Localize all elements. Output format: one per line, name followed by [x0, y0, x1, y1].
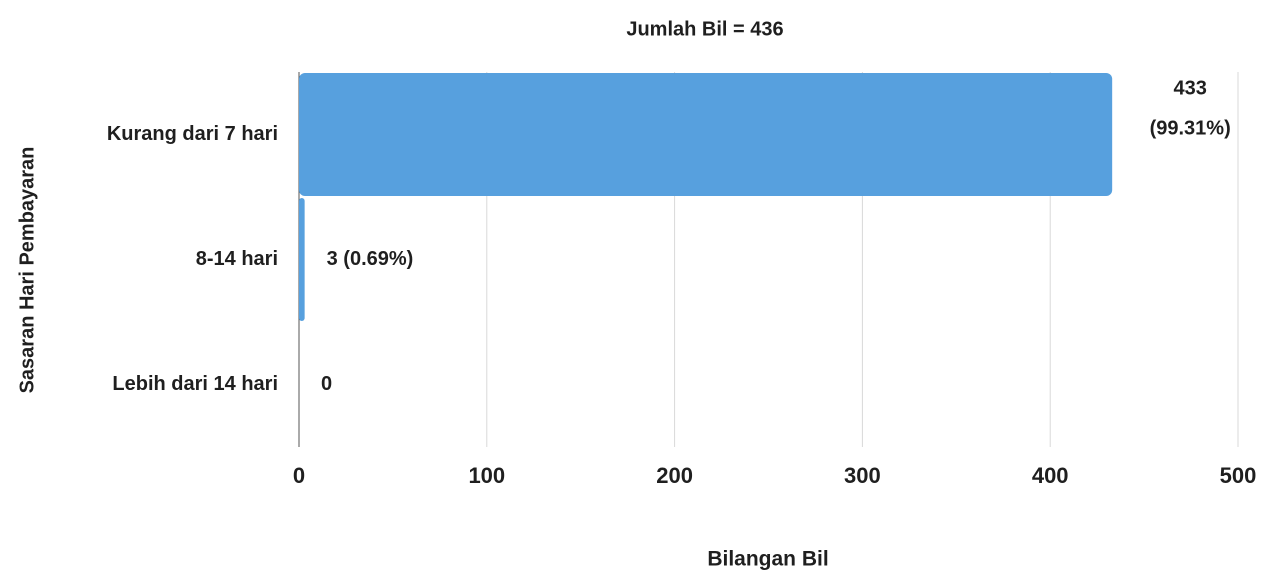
x-axis-title: Bilangan Bil [707, 548, 828, 571]
data-label: 433 (99.31%) [1150, 78, 1231, 140]
x-tick-label: 400 [1032, 463, 1069, 488]
y-tick-label: Kurang dari 7 hari [107, 123, 278, 145]
x-tick-label: 300 [844, 463, 881, 488]
bar [299, 73, 1113, 196]
x-tick-label: 100 [468, 463, 505, 488]
x-tick-label: 500 [1220, 463, 1257, 488]
chart-title: Jumlah Bil = 436 [626, 18, 783, 40]
data-label: 0 [321, 373, 332, 395]
x-tick-label: 200 [656, 463, 693, 488]
y-axis-title: Sasaran Hari Pembayaran [16, 147, 38, 394]
y-tick-label: 8-14 hari [196, 248, 278, 270]
bar [299, 198, 305, 321]
data-label: 3 (0.69%) [327, 248, 414, 270]
y-tick-label: Lebih dari 14 hari [112, 373, 278, 395]
x-tick-label: 0 [293, 463, 305, 488]
